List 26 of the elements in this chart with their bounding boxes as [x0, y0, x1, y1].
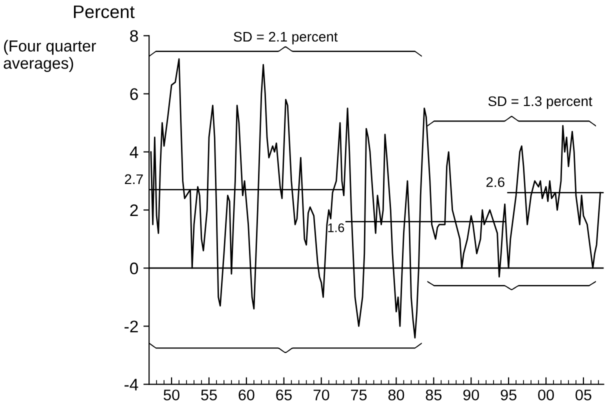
x-tick-label: 75	[351, 390, 367, 400]
text: (Four quarter averages)	[4, 40, 96, 72]
y-tick-label: 0	[130, 262, 138, 274]
x-tick-label: 80	[388, 390, 404, 400]
x-tick-label: 60	[238, 390, 254, 400]
x-tick-label: 85	[426, 390, 442, 400]
x-tick-label: 05	[576, 390, 592, 400]
annotation: SD = 2.1 percent	[234, 32, 338, 44]
x-tick-label: 70	[314, 390, 330, 400]
annotation: 1.6	[328, 223, 344, 232]
x-tick-label: 50	[164, 390, 180, 400]
y-tick-label: -2	[124, 320, 138, 332]
y-tick-label: 4	[130, 146, 138, 158]
y-tick-label: 2	[130, 204, 138, 216]
y-tick-label: 6	[130, 88, 138, 100]
annotation: 2.6	[486, 177, 504, 188]
y-tick-label: -4	[124, 378, 138, 390]
y-axis-title: Percent	[74, 6, 135, 18]
annotation: SD = 1.3 percent	[488, 96, 592, 109]
x-tick-label: 00	[538, 390, 554, 400]
y-tick-label: 8	[130, 30, 138, 42]
annotation: 2.7	[124, 174, 143, 184]
x-tick-label: 90	[463, 390, 480, 400]
x-tick-label: 55	[201, 390, 217, 400]
x-tick-label: 95	[500, 390, 516, 400]
x-tick-label: 65	[276, 390, 292, 400]
